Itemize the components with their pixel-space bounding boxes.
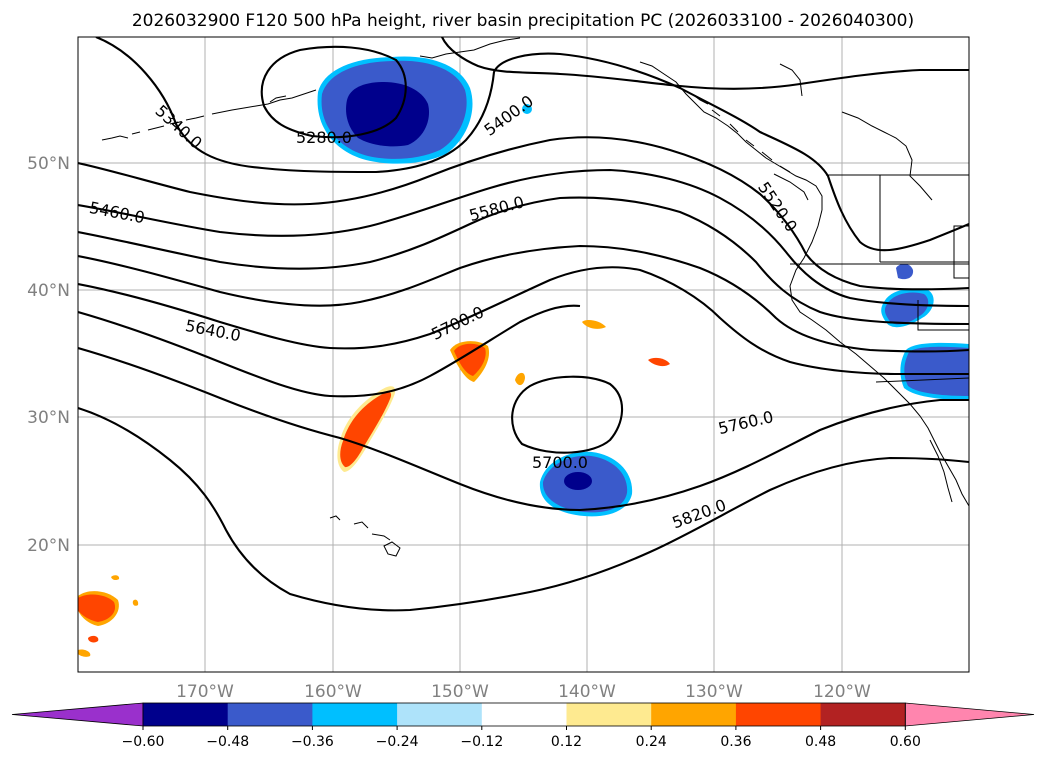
lon-label-170w: 170°W <box>176 682 234 702</box>
colorbar-tick-label: 0.24 <box>636 734 667 750</box>
colorbar-tick-label: 0.60 <box>890 734 921 750</box>
colorbar: −0.60 −0.48 −0.36 −0.24 −0.12 0.12 0.24 0.36 0.4… <box>11 702 1035 750</box>
neg-anomaly-california-north <box>884 292 929 325</box>
hawaii-maui <box>371 533 391 541</box>
colorbar-tick-label: 0.48 <box>805 734 836 750</box>
lon-label-160w: 160°W <box>304 682 362 702</box>
neg-anomaly-california-south <box>904 346 969 396</box>
lat-label-30n: 30°N <box>27 408 70 428</box>
contour-5640 <box>78 244 969 353</box>
state-borders-south <box>917 300 969 331</box>
colorbar-tick-label: 0.36 <box>720 734 751 750</box>
pos-anomaly-small-1 <box>515 372 525 386</box>
lat-label-40n: 40°N <box>27 281 70 301</box>
lon-label-150w: 150°W <box>431 682 489 702</box>
alberta-border <box>841 111 933 201</box>
hawaii-kauai <box>329 515 341 521</box>
alaska-peninsula-tip <box>269 95 287 103</box>
colorbar-segment <box>651 703 737 726</box>
pos-anomaly-hawaii-north <box>340 392 392 468</box>
colorbar-extend-min <box>11 702 144 727</box>
contour-5340-5520 <box>95 37 969 252</box>
colorbar-segment <box>735 703 822 726</box>
longitude-labels: 170°W 160°W 150°W 140°W 130°W 120°W <box>176 682 871 702</box>
pos-anomaly-small-2 <box>582 319 606 329</box>
vancouver-island <box>773 173 809 201</box>
contour-5580 <box>78 196 969 326</box>
colorbar-tick-label: −0.24 <box>376 734 419 750</box>
contour-5400 <box>441 37 969 90</box>
colorbar-tick-label: −0.48 <box>206 734 249 750</box>
colorbar-tick-label: −0.60 <box>122 734 165 750</box>
colorbar-segment <box>397 703 483 726</box>
colorbar-tick-label: −0.36 <box>291 734 334 750</box>
colorbar-segment <box>566 703 652 726</box>
lon-label-140w: 140°W <box>558 682 616 702</box>
colorbar-segment <box>227 703 313 726</box>
contour-5700 <box>78 266 969 376</box>
colorbar-extend-max <box>904 702 1035 727</box>
coastlines <box>101 37 969 557</box>
lat-label-20n: 20°N <box>27 536 70 556</box>
colorbar-segment <box>312 703 398 726</box>
lon-label-120w: 120°W <box>813 682 871 702</box>
height-contours <box>78 37 969 612</box>
neg-anomaly-small <box>522 104 532 114</box>
hawaii-big-island <box>383 541 401 557</box>
colorbar-segment <box>481 703 567 726</box>
pos-anomaly-west-small-4 <box>132 599 139 606</box>
map-background <box>78 37 969 672</box>
pos-anomaly-west-small-3 <box>111 575 120 581</box>
neg-anomaly-alaska-core <box>346 82 430 147</box>
alaska-south-coast <box>419 37 521 59</box>
bc-coast <box>639 61 823 210</box>
lat-label-50n: 50°N <box>27 154 70 174</box>
contour-5460 <box>78 136 969 291</box>
us-mexico-border <box>875 377 969 383</box>
contour-5700-closed <box>511 375 624 454</box>
contour-5280 <box>260 45 407 139</box>
aleutian-islands <box>101 89 317 141</box>
contour-label-5700-b: 5700.0 <box>532 453 588 472</box>
map-title: 2026032900 F120 500 hPa height, river ba… <box>132 11 914 31</box>
pos-anomaly-central-pacific <box>454 343 486 376</box>
pos-anomaly-west <box>78 594 116 622</box>
yukon-coast <box>779 63 803 97</box>
contour-label-5280: 5280.0 <box>296 128 352 147</box>
colorbar-tick-label: 0.12 <box>551 734 582 750</box>
latitude-labels: 50°N 40°N 30°N 20°N <box>27 154 70 556</box>
colorbar-segment <box>820 703 906 726</box>
colorbar-tick-label: −0.12 <box>460 734 503 750</box>
pos-anomaly-west-small-2 <box>78 649 91 657</box>
contour-5520 <box>78 168 969 308</box>
lon-label-130w: 130°W <box>685 682 743 702</box>
us-west-coast <box>789 209 969 507</box>
hawaii-oahu <box>353 521 369 529</box>
pos-anomaly-west-small-1 <box>88 635 99 643</box>
pos-anomaly-small-3 <box>648 357 670 367</box>
contour-5820 <box>78 406 969 612</box>
map-frame <box>77 36 970 673</box>
panhandle-islands <box>691 93 791 173</box>
colorbar-segment <box>143 703 229 726</box>
contour-5760-a <box>78 346 969 512</box>
neg-anomaly-subtropical-core <box>564 472 592 490</box>
colorbar-outline <box>142 702 906 727</box>
baja-california <box>929 439 953 503</box>
neg-anomaly-oregon <box>896 263 914 280</box>
contour-5700-b <box>78 304 581 398</box>
map-contents: 5340.0 5280.0 5400.0 5460.0 5520.0 5580.… <box>78 37 969 672</box>
